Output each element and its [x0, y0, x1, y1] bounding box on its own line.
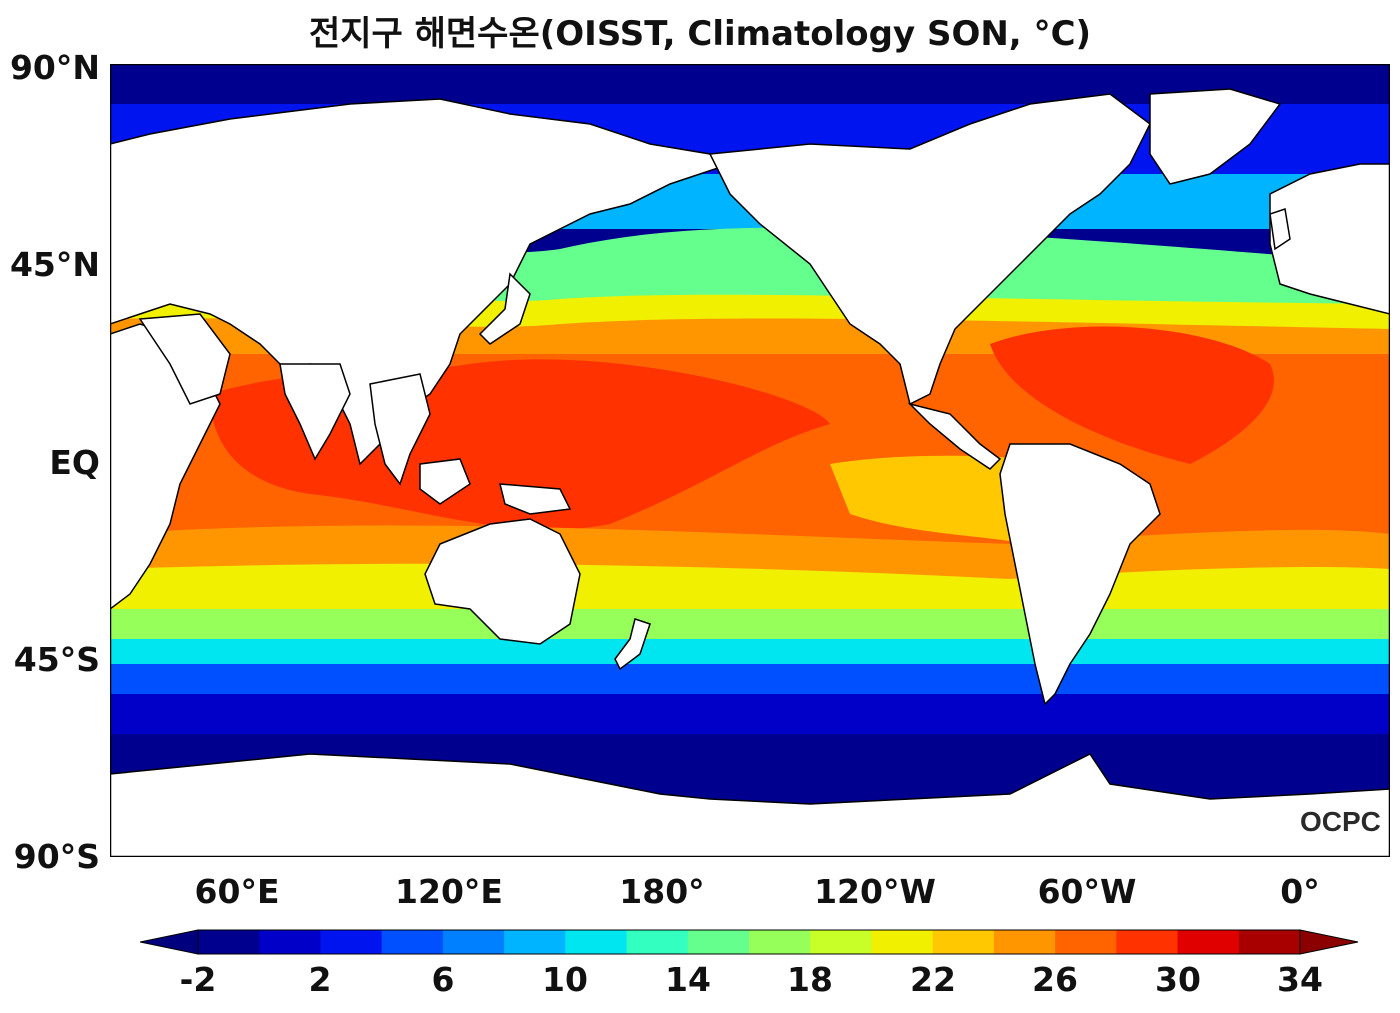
ocpc-watermark: OCPC [1300, 806, 1381, 837]
land-newguinea [499, 483, 572, 515]
land-australia [424, 518, 581, 645]
land-antarctica [110, 753, 1390, 857]
land-eurasia [110, 98, 732, 466]
band-s-mild [110, 609, 1390, 644]
sst-map [110, 64, 1390, 857]
colorbar-bin [626, 930, 689, 954]
colorbar-under-arrow [140, 929, 199, 955]
colorbar-bin [749, 930, 811, 954]
colorbar-tick-0: -2 [179, 960, 217, 999]
land-india [279, 363, 351, 461]
band-s-cold [110, 664, 1390, 699]
map-title: 전지구 해면수온(OISST, Climatology SON, °C) [308, 14, 1092, 54]
colorbar-bin [504, 930, 566, 954]
lon-label-180: 180° [619, 872, 705, 911]
colorbar-bin [442, 930, 505, 954]
land-camerica [907, 402, 1002, 470]
colorbar-tick-3: 10 [542, 960, 588, 999]
colorbar-bin [687, 930, 750, 954]
colorbar-tick-8: 30 [1155, 960, 1201, 999]
lon-label-60w: 60°W [1037, 872, 1137, 911]
land-borneo [419, 458, 471, 505]
lon-label-120w: 120°W [814, 872, 936, 911]
colorbar-bin [810, 930, 872, 954]
colorbar-tick-2: 6 [431, 960, 455, 999]
land-namerica [708, 93, 1151, 406]
band-atl-warm [990, 326, 1274, 464]
land-arabia [138, 313, 231, 405]
colorbar-bin [1177, 930, 1240, 954]
colorbar [140, 929, 1359, 955]
colorbar-bin [565, 930, 628, 954]
band-s-colder [110, 694, 1390, 734]
colorbar-over-arrow [1299, 929, 1359, 955]
colorbar-frame [197, 929, 1301, 955]
land-europe [1269, 163, 1390, 315]
colorbar-bin [198, 930, 260, 954]
lon-label-120e: 120°E [395, 872, 503, 911]
colorbar-tick-4: 14 [665, 960, 711, 999]
lat-label-45s: 45°S [13, 640, 100, 679]
lon-label-0: 0° [1280, 872, 1320, 911]
lat-label-eq: EQ [49, 443, 100, 482]
land-greenland [1149, 88, 1282, 185]
lat-label-45n: 45°N [9, 245, 100, 284]
colorbar-bin [259, 930, 321, 954]
colorbar-bin [1116, 930, 1179, 954]
land-uk [1269, 208, 1291, 251]
colorbar-bin [932, 930, 995, 954]
land-nz [614, 618, 651, 671]
colorbar-bin [381, 930, 444, 954]
colorbar-bin [1055, 930, 1117, 954]
colorbar-tick-6: 22 [910, 960, 956, 999]
land-samerica [999, 443, 1161, 706]
colorbar-bin [871, 930, 934, 954]
land [110, 88, 1390, 857]
colorbar-bin [993, 930, 1056, 954]
colorbar-bin [1238, 930, 1301, 954]
lat-label-90s: 90°S [13, 837, 100, 876]
land-japan [478, 272, 531, 345]
colorbar-tick-7: 26 [1032, 960, 1078, 999]
lon-label-60e: 60°E [194, 872, 280, 911]
band-cold-tongue [830, 455, 1030, 544]
lat-label-90n: 90°N [9, 48, 100, 87]
map-frame [110, 64, 1390, 857]
colorbar-tick-1: 2 [308, 960, 332, 999]
land-seasia [369, 373, 431, 486]
colorbar-tick-5: 18 [787, 960, 833, 999]
colorbar-tick-9: 34 [1277, 960, 1323, 999]
colorbar-bin [320, 930, 383, 954]
